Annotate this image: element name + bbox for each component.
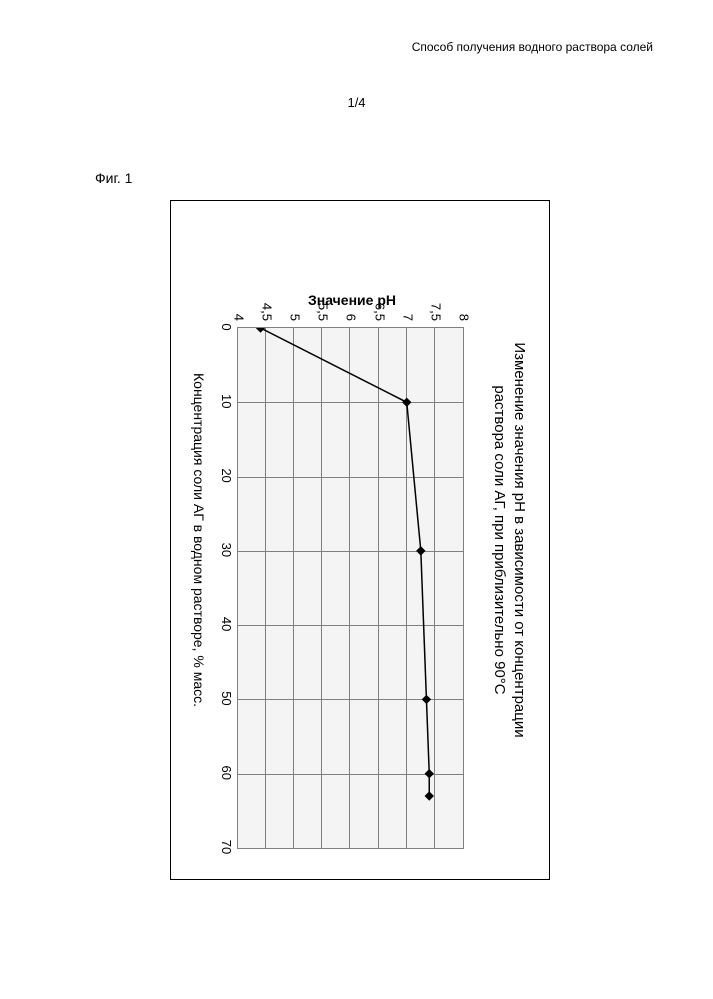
x-axis-label: Концентрация соли АГ в водном растворе, …	[191, 201, 207, 879]
ytick: 4,5	[260, 291, 275, 321]
xtick: 40	[219, 617, 234, 631]
ytick: 6	[344, 291, 359, 321]
page-number: 1/4	[347, 95, 365, 110]
xtick: 50	[219, 691, 234, 705]
xtick: 70	[219, 840, 234, 854]
ytick: 5,5	[316, 291, 331, 321]
ytick: 4	[232, 291, 247, 321]
ytick: 6,5	[372, 291, 387, 321]
ytick: 7,5	[428, 291, 443, 321]
chart-title-line2: раствора соли АГ, при приблизительно 90°…	[491, 385, 508, 694]
line-chart-svg	[238, 328, 463, 848]
ytick: 5	[288, 291, 303, 321]
rotated-chart-wrapper: Изменение значения pH в зависимости от к…	[170, 200, 550, 880]
xtick: 20	[219, 468, 234, 482]
ytick: 7	[400, 291, 415, 321]
chart-title-line1: Изменение значения pH в зависимости от к…	[511, 342, 528, 737]
page-header: Способ получения водного раствора солей	[412, 40, 653, 54]
figure-label: Фиг. 1	[95, 170, 132, 186]
xtick: 0	[219, 323, 234, 330]
plot-area	[237, 327, 464, 849]
xtick: 30	[219, 543, 234, 557]
xtick: 10	[219, 394, 234, 408]
chart-title: Изменение значения pH в зависимости от к…	[489, 201, 530, 879]
chart-frame: Изменение значения pH в зависимости от к…	[170, 200, 550, 880]
xtick: 60	[219, 765, 234, 779]
ytick: 8	[457, 291, 472, 321]
